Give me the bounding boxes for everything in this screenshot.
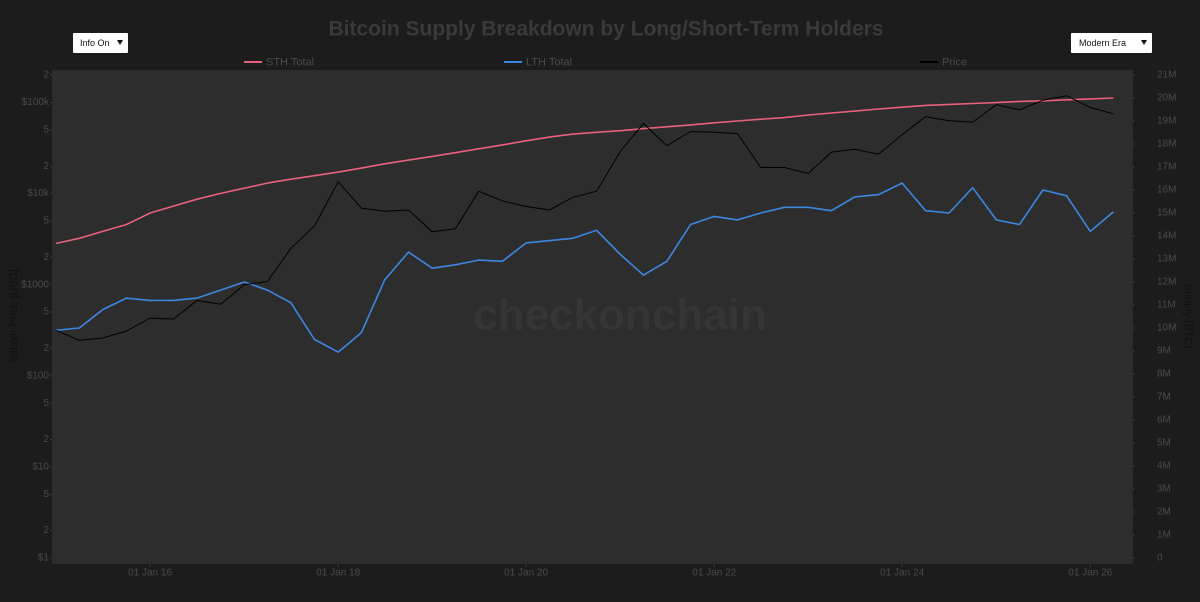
y-tick-label: 2 [43, 525, 49, 536]
y2-tick-label: 6M [1157, 415, 1171, 426]
y-tick-label: 2 [43, 343, 49, 354]
y2-tick-label: 19M [1157, 116, 1176, 127]
legend-item: STH Total [244, 56, 314, 68]
y2-tick-label: 20M [1157, 93, 1176, 104]
y2-tick-label: 9M [1157, 346, 1171, 357]
y2-tick-label: 14M [1157, 231, 1176, 242]
legend-item: Price [920, 56, 967, 68]
y-tick-label: $1000 [21, 279, 49, 290]
y-tick-label: 5 [43, 124, 49, 135]
y-tick-label: 2 [43, 252, 49, 263]
y2-tick-label: 7M [1157, 392, 1171, 403]
watermark: checkonchain [473, 291, 766, 340]
y-tick-label: 2 [43, 70, 49, 81]
y-tick-label: $10k [27, 188, 50, 199]
dropdown[interactable]: Info On [73, 33, 128, 53]
y2-tick-label: 21M [1157, 70, 1176, 81]
y-tick-label: 5 [43, 216, 49, 227]
legend-label: LTH Total [526, 56, 572, 68]
y2-tick-label: 4M [1157, 461, 1171, 472]
y-tick-label: 2 [43, 434, 49, 445]
legend-label: STH Total [266, 56, 314, 68]
y2-tick-label: 12M [1157, 277, 1176, 288]
y2-tick-label: 13M [1157, 254, 1176, 265]
dropdown[interactable]: Modern Era [1071, 33, 1152, 53]
legend-item: LTH Total [504, 56, 572, 68]
y-tick-label: 5 [43, 398, 49, 409]
dropdown-box[interactable] [73, 33, 128, 53]
y2-tick-label: 10M [1157, 323, 1176, 334]
legend-label: Price [942, 56, 967, 68]
dropdown-label[interactable]: Info On [80, 38, 110, 48]
y-tick-label: $100 [27, 370, 50, 381]
y2-tick-label: 0 [1157, 553, 1163, 564]
x-tick-label: 01 Jan 16 [128, 568, 172, 579]
y2-tick-label: 2M [1157, 507, 1171, 518]
y-tick-label: $10 [32, 462, 49, 473]
x-tick-label: 01 Jan 20 [504, 568, 548, 579]
x-tick-label: 01 Jan 24 [880, 568, 924, 579]
y-tick-label: $100k [22, 97, 50, 108]
y-axis-title: Bitcoin Price [USD] [8, 269, 20, 363]
y-tick-label: 2 [43, 161, 49, 172]
y2-tick-label: 15M [1157, 208, 1176, 219]
y2-tick-label: 16M [1157, 185, 1176, 196]
y2-tick-label: 11M [1157, 300, 1176, 311]
chart-title: Bitcoin Supply Breakdown by Long/Short-T… [329, 18, 884, 41]
y2-tick-label: 8M [1157, 369, 1171, 380]
y2-tick-label: 18M [1157, 139, 1176, 150]
dropdown-arrow[interactable] [1141, 40, 1147, 45]
x-tick-label: 01 Jan 26 [1068, 568, 1112, 579]
series-line [55, 95, 1114, 341]
y2-tick-label: 1M [1157, 530, 1171, 541]
x-tick-label: 01 Jan 18 [316, 568, 360, 579]
y2-tick-label: 17M [1157, 162, 1176, 173]
y-tick-label: 5 [43, 307, 49, 318]
dropdown-label[interactable]: Modern Era [1079, 38, 1126, 48]
dropdown-box[interactable] [1071, 33, 1152, 53]
y2-axis-title: Supply [BTC] [1182, 284, 1194, 349]
y-tick-label: $1 [38, 553, 50, 564]
series-line [55, 97, 1114, 245]
y2-tick-label: 3M [1157, 484, 1171, 495]
dropdown-arrow[interactable] [117, 40, 123, 45]
y2-tick-label: 5M [1157, 438, 1171, 449]
x-tick-label: 01 Jan 22 [692, 568, 736, 579]
series-line [56, 182, 1114, 353]
y-tick-label: 5 [43, 489, 49, 500]
plot-area [52, 70, 1133, 564]
